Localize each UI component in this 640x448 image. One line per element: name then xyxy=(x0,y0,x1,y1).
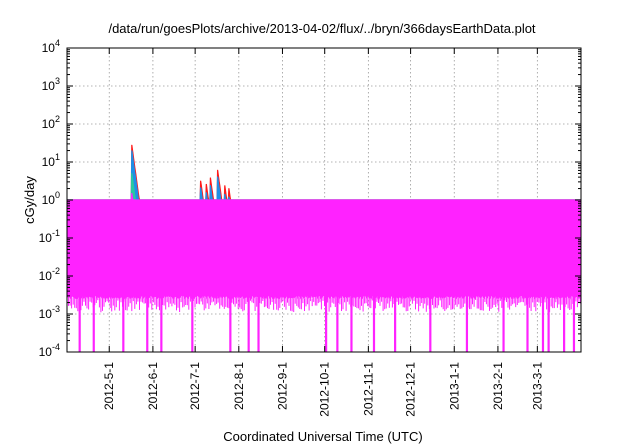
y-tick-label: 101 xyxy=(42,152,60,169)
y-tick-label: 102 xyxy=(42,114,60,131)
y-tick-label: 103 xyxy=(42,76,60,93)
y-tick-label: 100 xyxy=(42,190,60,207)
series-band xyxy=(66,193,582,300)
series-line xyxy=(67,193,581,201)
x-tick-label: 2012-5-1 xyxy=(102,362,116,410)
x-tick-label: 2012-11-1 xyxy=(361,362,375,416)
series-group xyxy=(66,144,582,352)
x-tick-label: 2012-12-1 xyxy=(404,362,418,417)
x-tick-label: 2012-8-1 xyxy=(232,362,246,410)
x-tick-label: 2012-10-1 xyxy=(318,362,332,417)
x-tick-label: 2013-1-1 xyxy=(447,362,461,410)
chart-title: /data/run/goesPlots/archive/2013-04-02/f… xyxy=(108,21,535,36)
x-tick-label: 2013-2-1 xyxy=(491,362,505,410)
x-tick-label: 2013-3-1 xyxy=(530,362,544,410)
axes: 10-4 10-3 10-2 10-1 100 101 102 103 104 2012-5-1 2… xyxy=(39,38,582,417)
series-line xyxy=(67,144,581,201)
y-tick-label: 10-2 xyxy=(39,266,60,283)
x-tick-label: 2012-9-1 xyxy=(275,362,289,410)
x-tick-label: 2012-7-1 xyxy=(188,362,202,410)
y-tick-label: 10-1 xyxy=(39,228,60,245)
x-axis-label: Coordinated Universal Time (UTC) xyxy=(223,429,422,444)
y-tick-label: 10-4 xyxy=(39,342,60,359)
y-tick-label: 10-3 xyxy=(39,304,60,321)
y-tick-label: 104 xyxy=(42,38,60,55)
y-axis-label: cGy/day xyxy=(22,176,37,224)
series-line xyxy=(67,173,581,201)
x-tick-label: 2012-6-1 xyxy=(146,362,160,410)
series-line xyxy=(67,150,581,201)
plot-frame xyxy=(66,47,582,353)
series-4 xyxy=(66,193,582,352)
